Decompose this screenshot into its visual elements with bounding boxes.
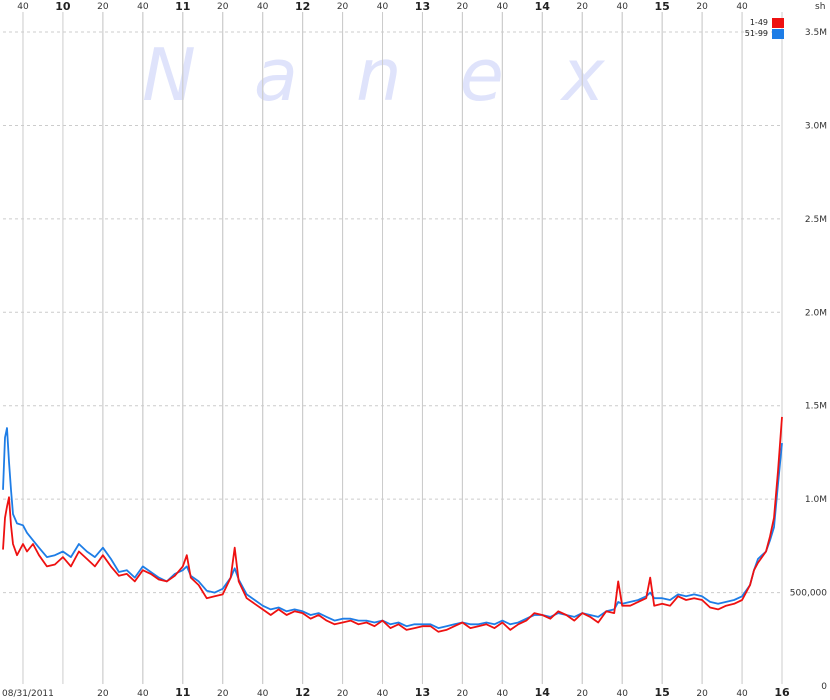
series-layer bbox=[2, 416, 783, 633]
x-tick-label-top: 40 bbox=[616, 2, 628, 12]
watermark-text: Nanex bbox=[142, 33, 663, 117]
x-tick-label-bottom: 40 bbox=[137, 689, 149, 699]
x-axis-top: 40 10 20 40 11 20 40 12 20 40 13 20 40 14 20 40 15 20 40 bbox=[17, 0, 748, 13]
x-tick-label-bottom: 40 bbox=[616, 689, 628, 699]
y-tick-label: 500,000 bbox=[790, 589, 827, 599]
x-tick-label-top: 40 bbox=[137, 2, 149, 12]
y-tick-label: 3.5M bbox=[805, 28, 827, 38]
x-tick-label-top: 20 bbox=[577, 2, 589, 12]
x-tick-label-top: 20 bbox=[457, 2, 469, 12]
y-tick-label: 2.5M bbox=[805, 215, 827, 225]
x-tick-label-bottom: 16 bbox=[774, 686, 790, 699]
x-tick-label-top: 20 bbox=[97, 2, 109, 12]
y-axis: 0 500,000 1.0M 1.5M 2.0M 2.5M 3.0M 3.5M bbox=[790, 28, 827, 692]
x-tick-label-bottom: 40 bbox=[736, 689, 748, 699]
y-tick-label: 2.0M bbox=[805, 308, 827, 318]
grid-lines bbox=[3, 12, 783, 684]
x-tick-label-top: 14 bbox=[535, 0, 551, 13]
series-line bbox=[2, 427, 783, 629]
x-tick-label-top: 13 bbox=[415, 0, 430, 13]
x-tick-label-top: 15 bbox=[654, 0, 669, 13]
x-tick-label-top: 20 bbox=[217, 2, 229, 12]
unit-label: sh bbox=[815, 2, 825, 12]
x-axis-bottom: 20 40 11 20 40 12 20 40 13 20 40 14 20 40 15 20 40 16 bbox=[97, 686, 790, 699]
x-tick-label-bottom: 20 bbox=[217, 689, 229, 699]
x-tick-label-top: 40 bbox=[17, 2, 29, 12]
x-tick-label-bottom: 40 bbox=[377, 689, 389, 699]
x-tick-label-top: 40 bbox=[497, 2, 509, 12]
y-tick-label: 3.0M bbox=[805, 121, 827, 131]
series-line bbox=[2, 416, 783, 633]
x-tick-label-bottom: 20 bbox=[337, 689, 349, 699]
x-tick-label-top: 40 bbox=[736, 2, 748, 12]
date-label: 08/31/2011 bbox=[2, 689, 54, 699]
x-tick-label-top: 40 bbox=[377, 2, 389, 12]
y-tick-label: 0 bbox=[821, 682, 827, 692]
y-tick-label: 1.5M bbox=[805, 402, 827, 412]
legend-swatch bbox=[772, 29, 784, 39]
x-tick-label-top: 11 bbox=[175, 0, 190, 13]
x-tick-label-bottom: 11 bbox=[175, 686, 190, 699]
legend: 1-49 51-99 bbox=[745, 18, 784, 39]
x-tick-label-bottom: 12 bbox=[295, 686, 310, 699]
x-tick-label-bottom: 40 bbox=[497, 689, 509, 699]
y-tick-label: 1.0M bbox=[805, 495, 827, 505]
x-tick-label-top: 40 bbox=[257, 2, 269, 12]
legend-label: 1-49 bbox=[750, 18, 768, 27]
x-tick-label-bottom: 20 bbox=[457, 689, 469, 699]
x-tick-label-bottom: 20 bbox=[577, 689, 589, 699]
x-tick-label-top: 20 bbox=[696, 2, 708, 12]
x-tick-label-bottom: 13 bbox=[415, 686, 430, 699]
x-tick-label-bottom: 40 bbox=[257, 689, 269, 699]
legend-label: 51-99 bbox=[745, 29, 768, 38]
x-tick-label-top: 12 bbox=[295, 0, 310, 13]
legend-swatch bbox=[772, 18, 784, 28]
x-tick-label-bottom: 20 bbox=[696, 689, 708, 699]
x-tick-label-bottom: 20 bbox=[97, 689, 109, 699]
x-tick-label-top: 10 bbox=[55, 0, 71, 13]
x-tick-label-bottom: 14 bbox=[535, 686, 551, 699]
x-tick-label-top: 20 bbox=[337, 2, 349, 12]
x-tick-label-bottom: 15 bbox=[654, 686, 669, 699]
